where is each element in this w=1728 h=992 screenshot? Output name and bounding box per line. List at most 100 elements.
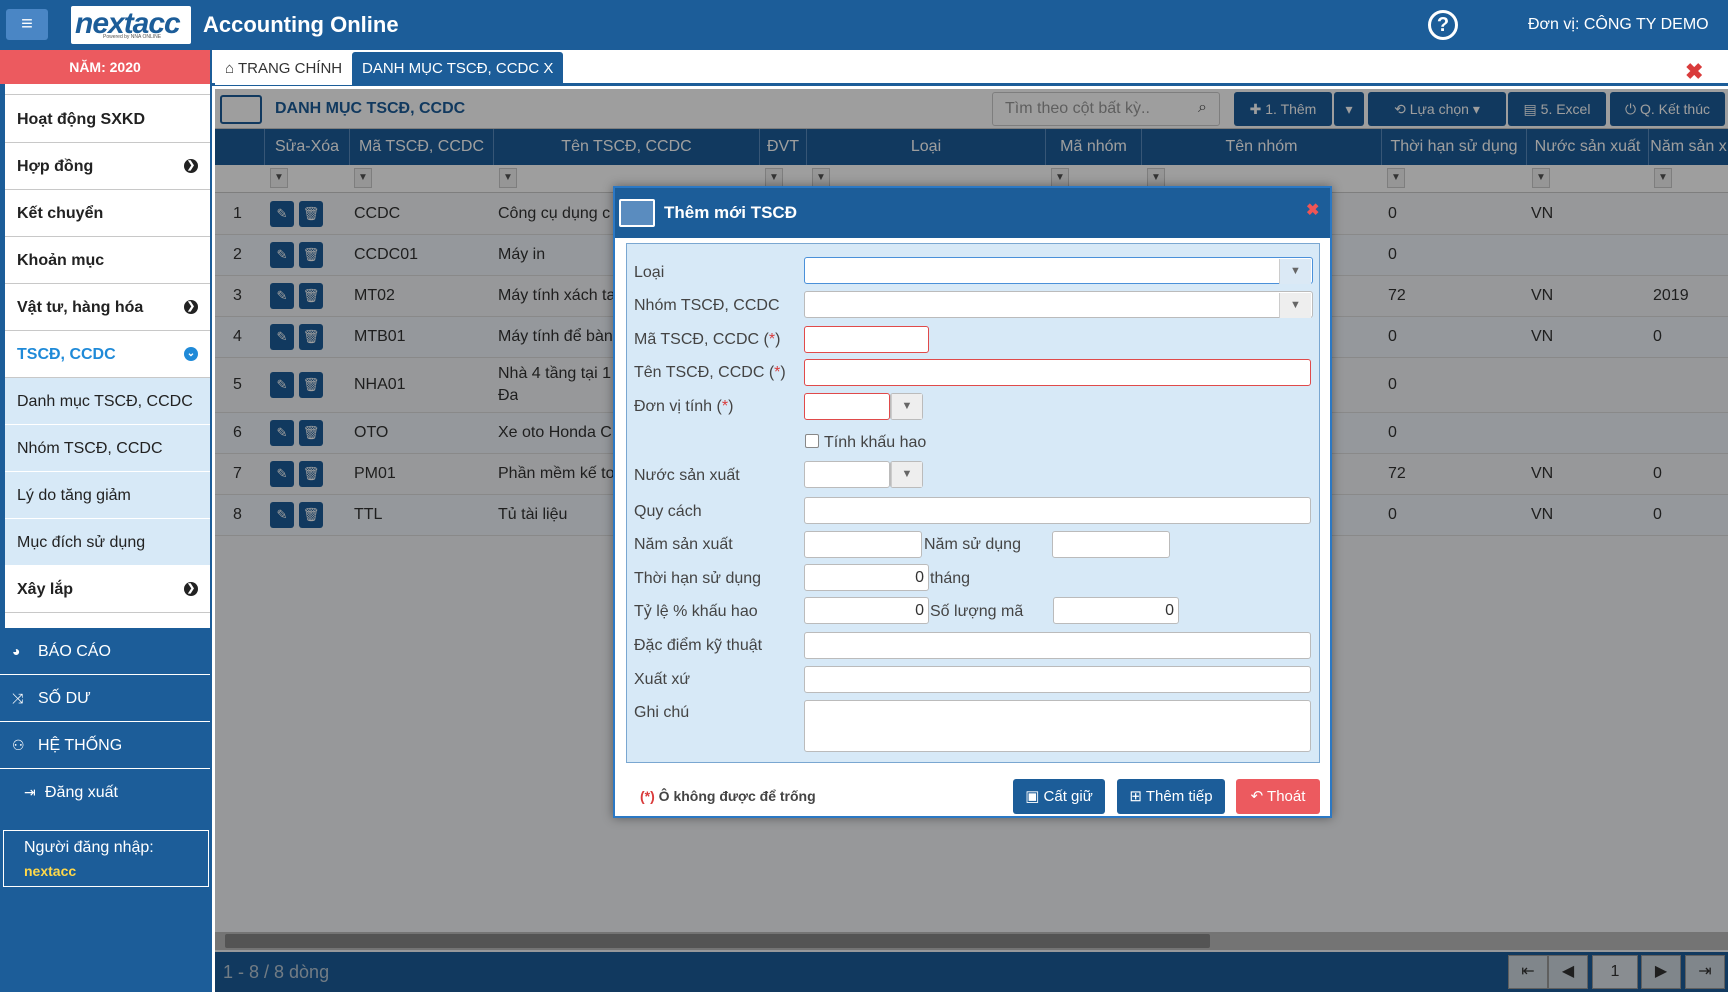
col-header-code[interactable]: Mã TSCĐ, CCDC <box>349 129 493 165</box>
sidebar-subitem-danh-muc[interactable]: Danh mục TSCĐ, CCDC <box>5 378 210 425</box>
chevron-down-icon[interactable]: ▼ <box>891 394 922 419</box>
loai-select[interactable]: ▼ <box>804 257 1313 284</box>
edit-icon[interactable]: ✎ <box>270 420 294 446</box>
origin-input[interactable] <box>804 666 1311 693</box>
col-header-group-name[interactable]: Tên nhóm <box>1141 129 1381 165</box>
excel-button[interactable]: ▤ 5. Excel <box>1508 92 1606 126</box>
edit-icon[interactable]: ✎ <box>270 372 294 398</box>
exit-modal-button[interactable]: ↶ Thoát <box>1236 779 1320 814</box>
note-textarea[interactable] <box>804 700 1311 752</box>
hamburger-menu-button[interactable]: ≡ <box>6 9 48 40</box>
col-header-unit[interactable]: ĐVT <box>759 129 806 165</box>
cell-name: Máy in <box>498 246 546 263</box>
trash-icon[interactable]: 🗑 <box>299 420 323 446</box>
edit-icon[interactable]: ✎ <box>270 283 294 309</box>
close-all-tabs-icon[interactable]: ✖ <box>1685 59 1704 84</box>
depreciation-rate-input[interactable]: 0 <box>804 597 929 624</box>
label-tyle: Tỷ lệ % khấu hao <box>634 603 758 620</box>
trash-icon[interactable]: 🗑 <box>299 324 323 350</box>
sidebar-section-so-du[interactable]: ⤨ SỐ DƯ <box>0 675 210 722</box>
choose-button[interactable]: ⟲ Lựa chọn ▾ <box>1368 92 1506 126</box>
technical-input[interactable] <box>804 632 1311 659</box>
help-icon[interactable]: ? <box>1428 10 1458 40</box>
country-select[interactable] <box>804 461 890 488</box>
cell-term: 0 <box>1388 328 1397 345</box>
trash-icon[interactable]: 🗑 <box>299 242 323 268</box>
scrollbar-thumb[interactable] <box>225 934 1210 948</box>
sidebar-section-he-thong[interactable]: ⚇ HỆ THỐNG <box>0 722 210 769</box>
page-number-input[interactable]: 1 <box>1592 955 1638 989</box>
add-next-button[interactable]: ⊞ Thêm tiếp <box>1117 779 1225 814</box>
col-header-name[interactable]: Tên TSCĐ, CCDC <box>493 129 759 165</box>
col-header-country[interactable]: Nước sản xuất <box>1526 129 1648 165</box>
chevron-down-icon[interactable]: ▼ <box>1279 293 1311 318</box>
edit-icon[interactable]: ✎ <box>270 502 294 528</box>
sidebar-item-xay-lap[interactable]: Xây lắp ❯ <box>5 566 210 613</box>
next-page-button[interactable]: ▶ <box>1641 955 1681 989</box>
asset-name-input[interactable] <box>804 359 1311 386</box>
asset-code-input[interactable] <box>804 326 929 353</box>
last-page-button[interactable]: ⇥ <box>1685 955 1725 989</box>
label-ten-text: Tên TSCĐ, CCDC ( <box>634 364 775 381</box>
edit-icon[interactable]: ✎ <box>270 461 294 487</box>
add-dropdown-button[interactable]: ▾ <box>1334 92 1364 126</box>
trash-icon[interactable]: 🗑 <box>299 502 323 528</box>
first-page-button[interactable]: ⇤ <box>1508 955 1548 989</box>
col-header-term[interactable]: Thời hạn sử dụng <box>1381 129 1526 165</box>
filter-icon[interactable]: ▼ <box>1654 168 1672 188</box>
filter-icon[interactable]: ▼ <box>499 168 517 188</box>
search-input[interactable]: Tìm theo cột bất kỳ.. ⌕ <box>992 92 1220 126</box>
cell-term: 0 <box>1388 205 1397 222</box>
manufacture-year-input[interactable] <box>804 531 922 558</box>
sidebar-item-hop-dong[interactable]: Hợp đồng ❯ <box>5 143 210 190</box>
trash-icon[interactable]: 🗑 <box>299 283 323 309</box>
sidebar-subitem-muc-dich[interactable]: Mục đích sử dụng <box>5 519 210 566</box>
col-header-group-code[interactable]: Mã nhóm <box>1045 129 1141 165</box>
sidebar-section-bao-cao[interactable]: ◕ BÁO CÁO <box>0 628 210 675</box>
tab-home[interactable]: ⌂ TRANG CHÍNH <box>215 52 353 85</box>
edit-icon[interactable]: ✎ <box>270 201 294 227</box>
depreciation-checkbox[interactable] <box>805 434 819 448</box>
usage-year-input[interactable] <box>1052 531 1170 558</box>
logout-link[interactable]: ⇥ Đăng xuất <box>0 769 210 816</box>
sidebar-subitem-ly-do[interactable]: Lý do tăng giảm <box>5 472 210 519</box>
edit-icon[interactable]: ✎ <box>270 242 294 268</box>
filter-icon[interactable]: ▼ <box>1387 168 1405 188</box>
sidebar-subitem-nhom[interactable]: Nhóm TSCĐ, CCDC <box>5 425 210 472</box>
trash-icon[interactable]: 🗑 <box>299 201 323 227</box>
sidebar-item-khoan-muc[interactable]: Khoản mục <box>5 237 210 284</box>
nhom-select[interactable]: ▼ <box>804 291 1313 318</box>
country-dropdown[interactable]: ▼ <box>890 461 923 488</box>
col-header-edit-delete[interactable]: Sửa-Xóa <box>264 129 349 165</box>
prev-page-button[interactable]: ◀ <box>1548 955 1588 989</box>
sidebar-item-hoat-dong-sxkd[interactable]: Hoạt động SXKD <box>5 96 210 143</box>
edit-icon[interactable]: ✎ <box>270 324 294 350</box>
add-button[interactable]: ✚ 1. Thêm <box>1234 92 1332 126</box>
label-khauhao[interactable]: Tính khấu hao <box>824 434 927 451</box>
row-number: 7 <box>233 465 242 482</box>
filter-icon[interactable]: ▼ <box>1532 168 1550 188</box>
label-ma-text: Mã TSCĐ, CCDC ( <box>634 331 769 348</box>
filter-icon[interactable]: ▼ <box>270 168 288 188</box>
term-input[interactable]: 0 <box>804 564 929 591</box>
code-quantity-input[interactable]: 0 <box>1053 597 1179 624</box>
col-header-year[interactable]: Năm sản x <box>1648 129 1728 165</box>
filter-icon[interactable]: ▼ <box>354 168 372 188</box>
close-icon[interactable]: ✖ <box>1306 202 1320 219</box>
chevron-down-icon[interactable]: ▼ <box>1279 259 1311 284</box>
exit-button[interactable]: ⏻ Q. Kết thúc <box>1610 92 1725 126</box>
sidebar-item-hidden[interactable]: Hạch toán kỳ dụng <box>5 84 210 95</box>
trash-icon[interactable]: 🗑 <box>299 372 323 398</box>
col-header-type[interactable]: Loại <box>806 129 1045 165</box>
sidebar-item-ket-chuyen[interactable]: Kết chuyển <box>5 190 210 237</box>
sidebar-item-tscd-ccdc[interactable]: TSCĐ, CCDC ⌄ <box>5 331 210 378</box>
unit-select[interactable] <box>804 393 890 420</box>
trash-icon[interactable]: 🗑 <box>299 461 323 487</box>
unit-dropdown[interactable]: ▼ <box>890 393 923 420</box>
tab-danh-muc-tscd[interactable]: DANH MỤC TSCĐ, CCDC X <box>352 52 564 85</box>
cell-year: 0 <box>1653 506 1662 523</box>
sidebar-item-vat-tu[interactable]: Vật tư, hàng hóa ❯ <box>5 284 210 331</box>
save-button[interactable]: ▣ Cất giữ <box>1013 779 1105 814</box>
chevron-down-icon[interactable]: ▼ <box>891 462 922 487</box>
spec-input[interactable] <box>804 497 1311 524</box>
